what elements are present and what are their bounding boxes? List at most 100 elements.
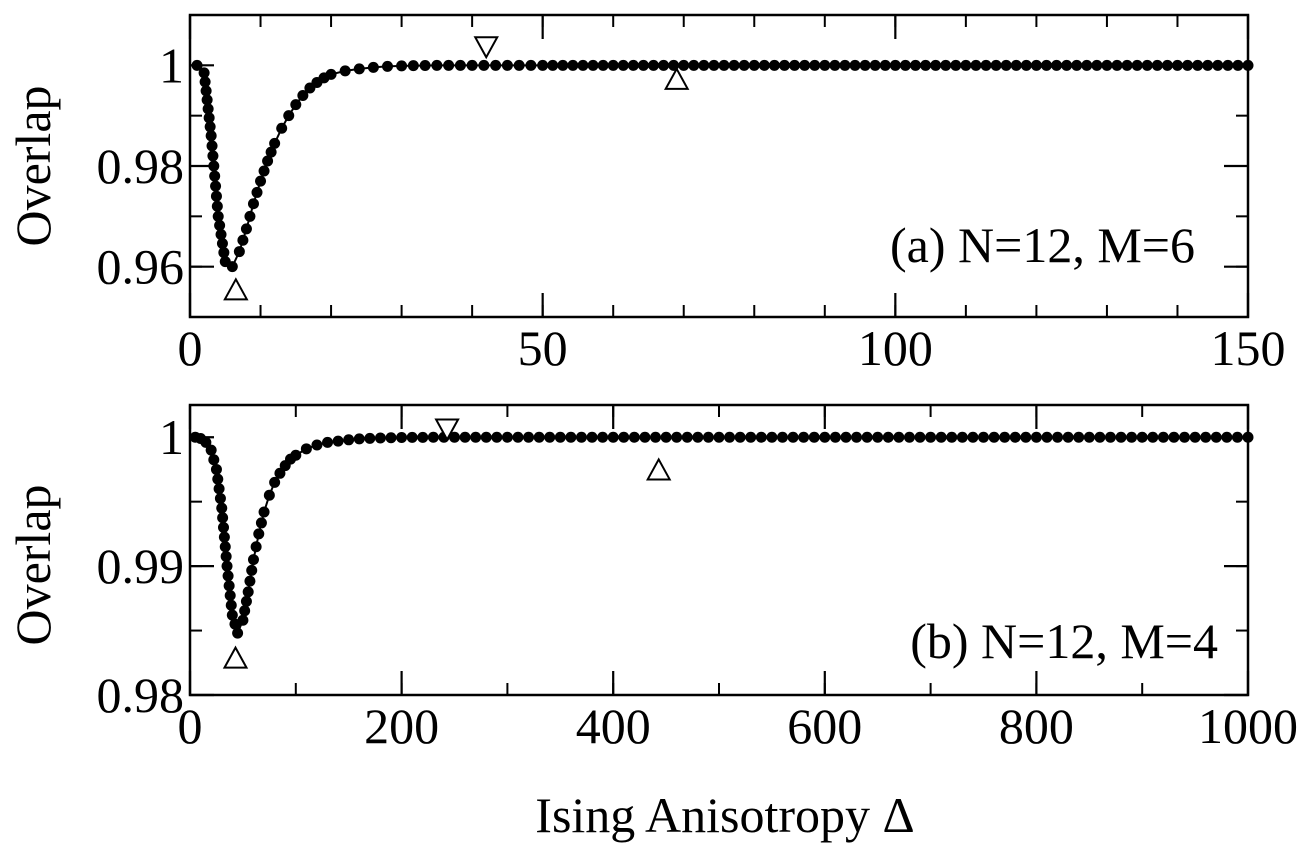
data-point [724, 431, 736, 443]
data-point [909, 59, 921, 71]
data-point [798, 431, 810, 443]
data-point [789, 59, 801, 71]
data-point [1242, 59, 1254, 71]
data-point [1202, 59, 1214, 71]
data-point [920, 59, 932, 71]
data-point [607, 431, 619, 443]
data-point [678, 59, 690, 71]
data-point [200, 436, 212, 448]
data-point [889, 59, 901, 71]
data-point [210, 190, 222, 202]
data-point [240, 595, 252, 607]
data-point [513, 59, 525, 71]
data-point [1000, 59, 1012, 71]
data-point [1083, 431, 1095, 443]
data-point [332, 435, 344, 447]
data-point [627, 59, 639, 71]
data-point [223, 580, 235, 592]
triangle-up-marker [222, 645, 249, 669]
data-point [262, 155, 274, 167]
data-point [1091, 59, 1103, 71]
data-point [470, 431, 482, 443]
data-point [1221, 431, 1233, 443]
data-point [990, 59, 1002, 71]
x-tick-label: 200 [364, 698, 439, 754]
data-point [215, 228, 227, 240]
data-point [554, 431, 566, 443]
data-point [300, 443, 312, 455]
data-point [353, 63, 365, 75]
data-point [925, 431, 937, 443]
data-point [879, 59, 891, 71]
data-point [212, 473, 224, 485]
data-point [967, 431, 979, 443]
data-point [339, 65, 351, 77]
data-point [255, 517, 267, 529]
data-point [787, 431, 799, 443]
data-point [1094, 431, 1106, 443]
data-point [758, 59, 770, 71]
data-point [214, 219, 226, 231]
data-point [1161, 59, 1173, 71]
data-point [1147, 431, 1159, 443]
data-point [1071, 59, 1083, 71]
data-point [1111, 59, 1123, 71]
data-point [1041, 431, 1053, 443]
data-point [544, 431, 556, 443]
data-point [258, 506, 270, 518]
panel-label: (b) N=12, M=4 [910, 613, 1218, 669]
data-point [859, 59, 871, 71]
data-point [745, 431, 757, 443]
data-point [214, 492, 226, 504]
data-point [396, 60, 408, 72]
data-point [501, 59, 513, 71]
data-point [914, 431, 926, 443]
data-point [557, 59, 569, 71]
data-point [419, 60, 431, 72]
data-point [449, 431, 460, 443]
data-point [216, 238, 228, 250]
data-point [861, 431, 873, 443]
data-point [311, 439, 323, 451]
data-point [240, 223, 252, 235]
data-point [221, 560, 233, 572]
data-point [1121, 59, 1133, 71]
x-axis-label: Ising Anisotropy Δ [535, 787, 914, 843]
data-point [1051, 59, 1063, 71]
panel-b: 0 200 400 600 800 1000 0.98 0.99 1 Overlap (b) N=1… [5, 403, 1298, 754]
data-point [1020, 431, 1032, 443]
data-point [204, 121, 216, 133]
data-point [728, 59, 740, 71]
data-point [829, 59, 841, 71]
data-point [237, 234, 249, 246]
data-point [660, 431, 672, 443]
data-point [1030, 431, 1042, 443]
data-point [211, 200, 223, 212]
data-point [533, 431, 545, 443]
data-point [935, 431, 947, 443]
data-point [237, 614, 249, 626]
data-point [671, 431, 683, 443]
triangle-down-marker [434, 418, 460, 442]
data-point [755, 431, 767, 443]
data-point [239, 605, 251, 617]
data-point [269, 476, 281, 488]
data-point [1179, 431, 1191, 443]
data-point [586, 431, 598, 443]
y-axis-label: Overlap [5, 484, 61, 645]
data-point [417, 431, 429, 443]
data-point [478, 59, 490, 71]
data-point [207, 150, 219, 162]
data-point [799, 59, 811, 71]
data-point [808, 431, 820, 443]
triangle-up-marker [223, 277, 249, 301]
data-point [637, 59, 649, 71]
y-tick-label: 0.98 [97, 138, 185, 194]
data-point [718, 59, 730, 71]
data-point [226, 261, 238, 273]
data-point [525, 59, 537, 71]
data-point [198, 67, 210, 79]
data-point [628, 431, 640, 443]
data-point [930, 59, 942, 71]
